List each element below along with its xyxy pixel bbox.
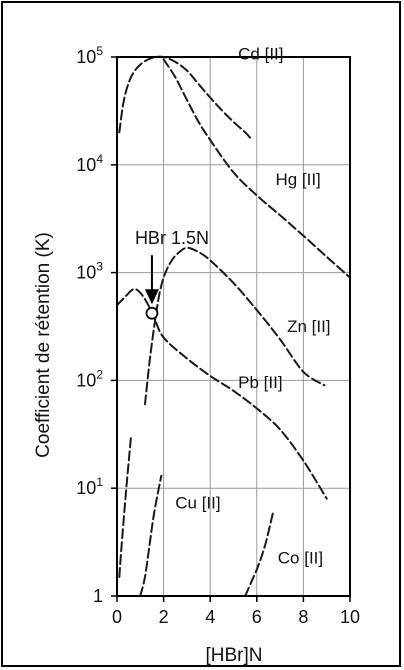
series-labels: Cd [II] Hg [II] Zn [II] Pb [II] Cu [II] Co [I… [175, 44, 330, 567]
y-axis-title: Coefficient de rétention (K) [33, 232, 54, 458]
x-axis: 0 2 4 6 8 10 [112, 596, 360, 627]
x-axis-title: [HBr]N [206, 645, 263, 666]
annotation-marker [145, 306, 159, 320]
annotation-label: HBr 1.5N [135, 228, 209, 248]
annotations: HBr 1.5N [135, 228, 209, 320]
series-label: Co [II] [278, 549, 323, 568]
x-tick-label: 10 [340, 607, 360, 627]
series-label: Cd [II] [238, 44, 283, 63]
annotation-arrow-head [144, 289, 159, 305]
y-tick-label: 102 [76, 367, 103, 390]
x-tick-label: 4 [205, 607, 215, 627]
series-line [118, 435, 132, 578]
y-tick-label: 104 [76, 152, 103, 175]
x-tick-label: 2 [159, 607, 169, 627]
series-line [162, 58, 351, 279]
series-line [118, 55, 254, 141]
series-label: Hg [II] [275, 170, 320, 189]
curves [116, 55, 351, 597]
y-tick-label: 103 [76, 260, 103, 283]
series-label: Pb [II] [238, 373, 282, 392]
series-line [139, 474, 163, 597]
plot-area [116, 56, 351, 597]
series-line [244, 511, 275, 597]
series-label: Zn [II] [287, 317, 330, 336]
y-tick-label: 1 [93, 586, 103, 606]
x-tick-label: 8 [298, 607, 308, 627]
y-tick-label: 105 [76, 44, 103, 67]
series-label: Cu [II] [175, 493, 220, 512]
x-tick-label: 6 [252, 607, 262, 627]
y-axis: 1 101 102 103 104 105 [76, 44, 117, 606]
y-tick-label: 101 [76, 475, 103, 498]
series-line [144, 246, 326, 406]
series-line [116, 288, 328, 500]
x-tick-label: 0 [112, 607, 122, 627]
